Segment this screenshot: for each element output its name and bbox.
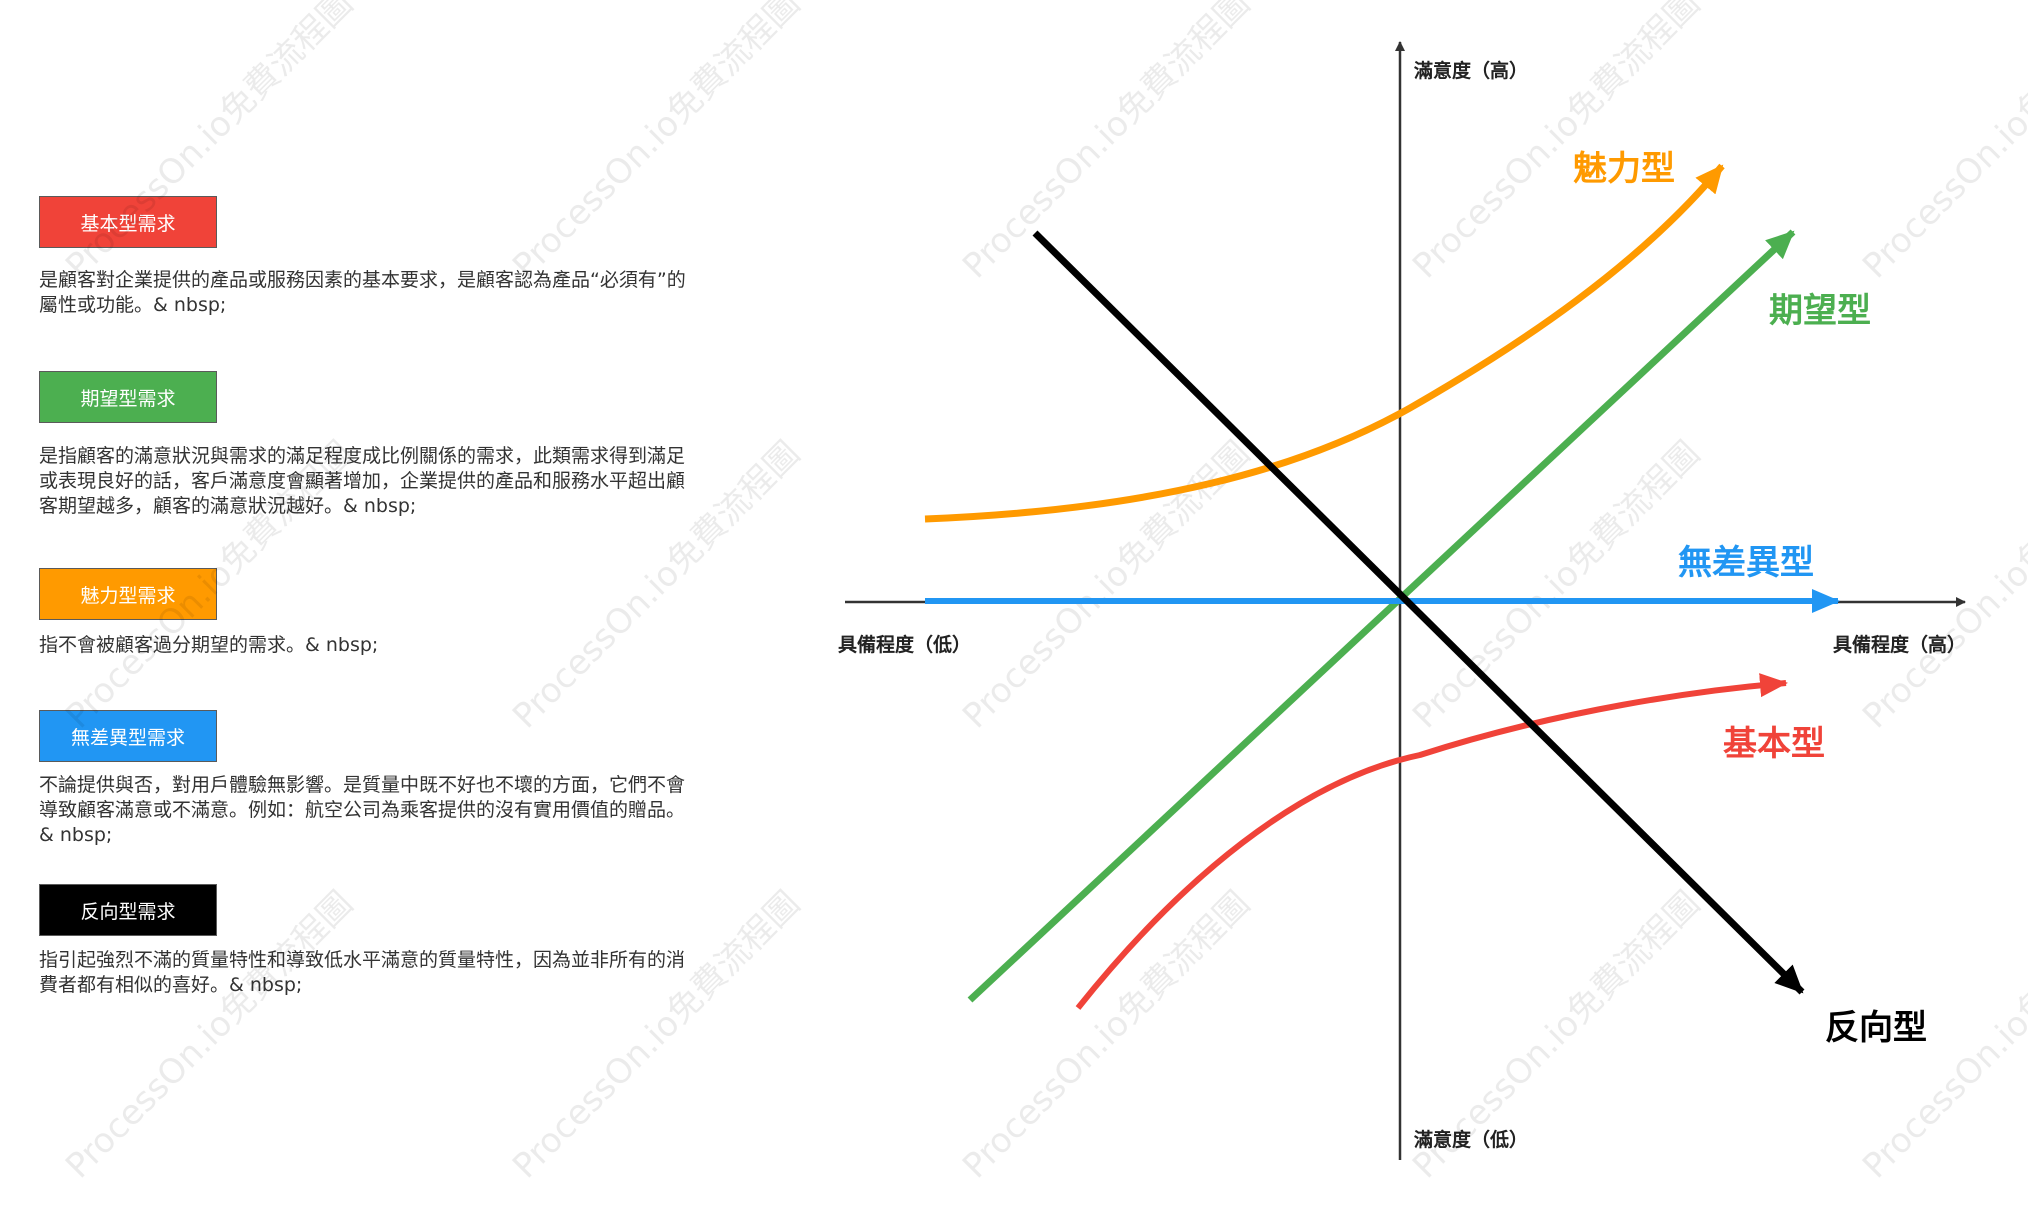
watermark-text: ProcessOn.io免費流程圖 — [58, 0, 361, 286]
watermark-text: ProcessOn.io免費流程圖 — [505, 0, 808, 286]
legend-box-basic: 基本型需求 — [39, 196, 217, 248]
watermark-text: ProcessOn.io免費流程圖 — [1855, 0, 2028, 286]
watermark-text: ProcessOn.io免費流程圖 — [955, 883, 1258, 1186]
watermark-text: ProcessOn.io免費流程圖 — [955, 0, 1258, 286]
legend-label-basic: 基本型需求 — [80, 212, 176, 235]
legend-box-attractive: 魅力型需求 — [39, 568, 217, 620]
legend-desc-reverse: 指引起強烈不滿的質量特性和導致低水平滿意的質量特性，因為並非所有的消費者都有相似… — [39, 949, 686, 996]
performance-curve — [967, 229, 1796, 1003]
attractive-curve — [924, 163, 1725, 523]
reverse-curve — [1032, 230, 1805, 995]
basic-curve — [1075, 673, 1788, 1010]
watermark-text: ProcessOn.io免費流程圖 — [505, 433, 808, 736]
watermark-text: ProcessOn.io免費流程圖 — [505, 883, 808, 1186]
watermark-text: ProcessOn.io免費流程圖 — [955, 433, 1258, 736]
watermark-text: ProcessOn.io免費流程圖 — [1405, 433, 1708, 736]
legend-label-reverse: 反向型需求 — [80, 900, 176, 923]
legend-box-indifferent: 無差異型需求 — [39, 710, 217, 762]
watermark-text: ProcessOn.io免費流程圖 — [58, 883, 361, 1186]
legend-label-attractive: 魅力型需求 — [80, 584, 176, 607]
basic-label: 基本型 — [1723, 724, 1825, 764]
legend-desc-performance: 是指顧客的滿意狀況與需求的滿足程度成比例關係的需求，此類需求得到滿足或表現良好的… — [39, 445, 686, 517]
watermark-layer: ProcessOn.io免費流程圖 ProcessOn.io免費流程圖 Proc… — [58, 0, 2028, 1186]
watermark-text: ProcessOn.io免費流程圖 — [1855, 433, 2028, 736]
legend-desc-attractive: 指不會被顧客過分期望的需求。& nbsp; — [39, 634, 379, 656]
indifferent-label: 無差異型 — [1678, 543, 1814, 583]
legend-box-reverse: 反向型需求 — [39, 884, 217, 936]
reverse-label: 反向型 — [1825, 1008, 1927, 1048]
legend-label-performance: 期望型需求 — [80, 387, 176, 410]
attractive-label: 魅力型 — [1573, 149, 1675, 189]
performance-label: 期望型 — [1769, 291, 1871, 331]
legend-desc-indifferent: 不論提供與否，對用戶體驗無影響。是質量中既不好也不壞的方面，它們不會導致顧客滿意… — [39, 774, 686, 846]
watermark-text: ProcessOn.io免費流程圖 — [1405, 0, 1708, 286]
y-axis-bottom-label: 滿意度（低） — [1414, 1128, 1528, 1151]
watermark-text: ProcessOn.io免費流程圖 — [58, 433, 361, 736]
y-axis-top-label: 滿意度（高） — [1414, 59, 1528, 82]
legend-box-performance: 期望型需求 — [39, 371, 217, 423]
legend-desc-basic: 是顧客對企業提供的產品或服務因素的基本要求，是顧客認為產品“必須有”的屬性或功能… — [39, 269, 686, 316]
x-axis-left-label: 具備程度（低） — [838, 633, 971, 656]
x-axis-right-label: 具備程度（高） — [1833, 633, 1966, 656]
legend-label-indifferent: 無差異型需求 — [70, 726, 185, 749]
